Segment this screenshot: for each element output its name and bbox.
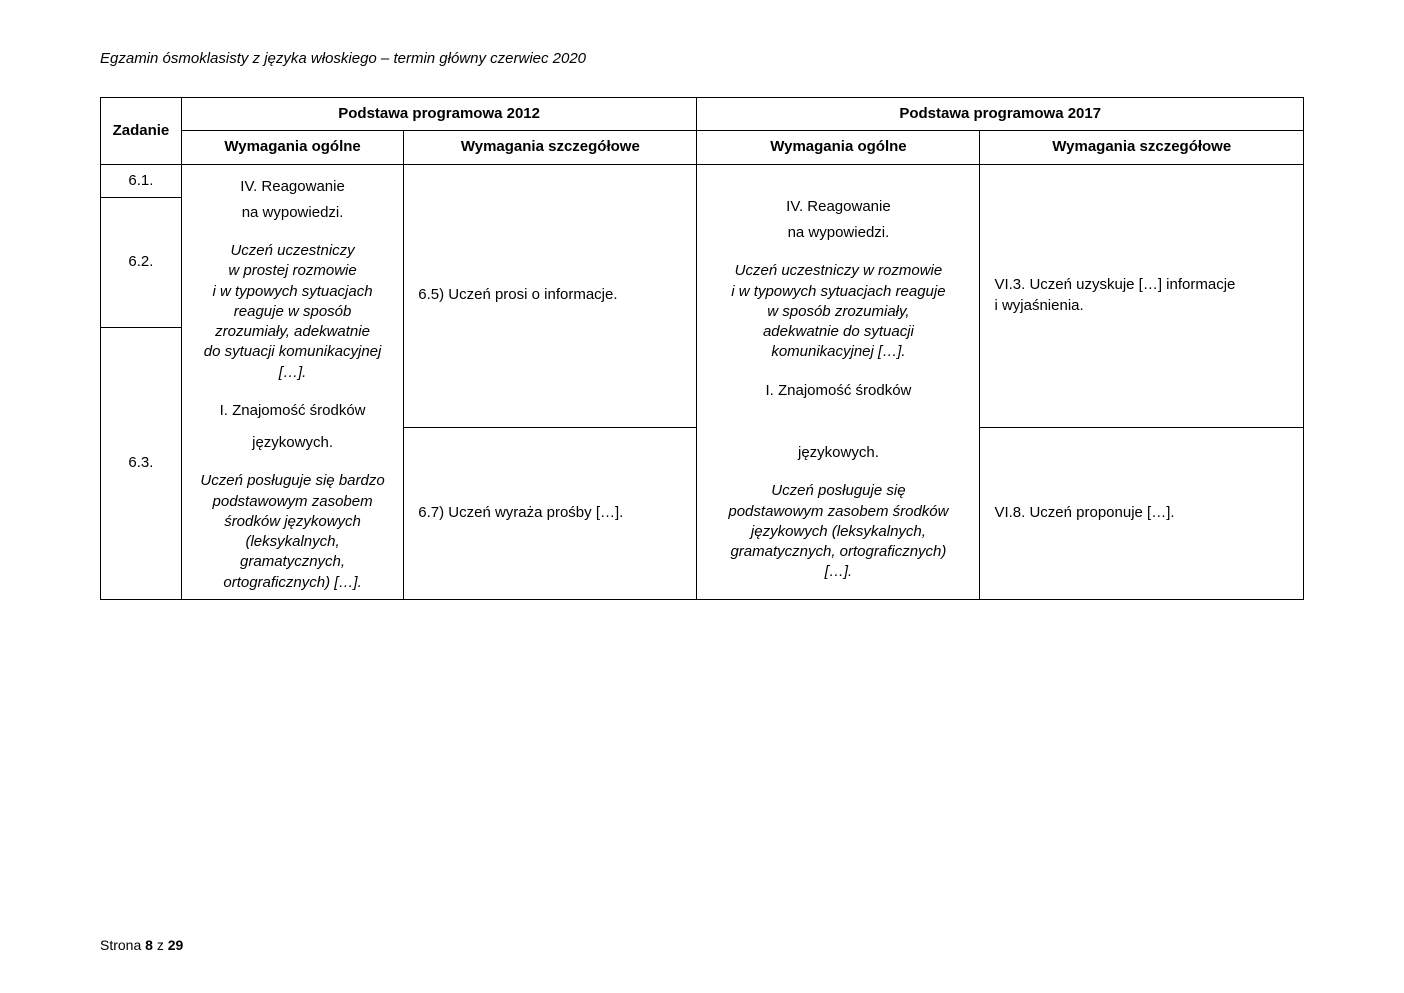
spacer (707, 249, 969, 255)
footer-label: Strona (100, 937, 145, 953)
wo2012-block2-it2: podstawowym zasobem (192, 492, 393, 512)
footer-total: 29 (168, 937, 184, 953)
col-ws2017-header: Wymagania szczegółowe (980, 131, 1304, 164)
ws2012-cell-2: 6.7) Uczeń wyraża prośby […]. (404, 427, 697, 599)
wo2012-block2-it6: ortograficznych) […]. (192, 573, 393, 593)
wo2012-block1-it3: i w typowych sytuacjach (192, 282, 393, 302)
wo2017-block2-it1: Uczeń posługuje się (707, 481, 969, 501)
wo2017-block2-title: I. Znajomość środków (707, 381, 969, 401)
wo2017-block2-it5: […]. (707, 562, 969, 582)
zadanie-cell: 6.2. (101, 197, 182, 327)
wo2012-block2-it5: gramatycznych, (192, 552, 393, 572)
spacer (707, 469, 969, 475)
wo2017-block1-sub: na wypowiedzi. (707, 223, 969, 243)
col-ws2012-header: Wymagania szczegółowe (404, 131, 697, 164)
wo2012-block1-title: IV. Reagowanie (192, 177, 393, 197)
zadanie-cell: 6.1. (101, 164, 182, 197)
wo2012-block1-it2: w prostej rozmowie (192, 261, 393, 281)
table-header-row-2: Wymagania ogólne Wymagania szczegółowe W… (101, 131, 1304, 164)
wo2017-block2-sub: językowych. (707, 443, 969, 463)
wo2017-cell: IV. Reagowanie na wypowiedzi. Uczeń ucze… (697, 164, 980, 427)
col-pp2012-header: Podstawa programowa 2012 (181, 98, 697, 131)
wo2017-block1-it5: komunikacyjnej […]. (707, 342, 969, 362)
wo2012-block2-sub: językowych. (192, 433, 393, 453)
table-row: 6.1. IV. Reagowanie na wypowiedzi. Uczeń… (101, 164, 1304, 197)
wo2012-block1-it5: zrozumiały, adekwatnie (192, 322, 393, 342)
wo2017-block1-it1: Uczeń uczestniczy w rozmowie (707, 261, 969, 281)
ws2017-r61-a: VI.3. Uczeń uzyskuje […] informacje (994, 276, 1235, 293)
wo2012-block1-it7: […]. (192, 363, 393, 383)
col-zadanie-header: Zadanie (101, 98, 182, 165)
ws2017-r61-b: i wyjaśnienia. (994, 297, 1083, 314)
wo2017-block2-it2: podstawowym zasobem środków (707, 502, 969, 522)
wo2017-block1-it2: i w typowych sytuacjach reaguje (707, 282, 969, 302)
wo2012-block1-sub: na wypowiedzi. (192, 203, 393, 223)
col-pp2017-header: Podstawa programowa 2017 (697, 98, 1304, 131)
spacer (192, 389, 393, 395)
wo2012-block1-it4: reaguje w sposób (192, 302, 393, 322)
wo2012-block2-title: I. Znajomość środków (192, 401, 393, 421)
zadanie-cell: 6.3. (101, 327, 182, 599)
wo2012-cell: IV. Reagowanie na wypowiedzi. Uczeń ucze… (181, 164, 403, 427)
ws2012-cell-1: 6.5) Uczeń prosi o informacje. (404, 164, 697, 427)
wo2017-block1-it4: adekwatnie do sytuacji (707, 322, 969, 342)
page-header: Egzamin ósmoklasisty z języka włoskiego … (100, 50, 1304, 67)
wo2012-block2-it3: środków językowych (192, 512, 393, 532)
wo2017-cell-b: językowych. Uczeń posługuje się podstawo… (697, 427, 980, 599)
ws2017-cell-1: VI.3. Uczeń uzyskuje […] informacje i wy… (980, 164, 1304, 427)
requirements-table: Zadanie Podstawa programowa 2012 Podstaw… (100, 97, 1304, 600)
wo2017-block1-it3: w sposób zrozumiały, (707, 302, 969, 322)
col-wo2012-header: Wymagania ogólne (181, 131, 403, 164)
footer-page: 8 (145, 937, 153, 953)
wo2012-block1-it1: Uczeń uczestniczy (192, 241, 393, 261)
table-row: językowych. Uczeń posługuje się bardzo p… (101, 427, 1304, 599)
wo2012-block1-it6: do sytuacji komunikacyjnej (192, 342, 393, 362)
wo2017-block1-title: IV. Reagowanie (707, 197, 969, 217)
col-wo2017-header: Wymagania ogólne (697, 131, 980, 164)
table-header-row-1: Zadanie Podstawa programowa 2012 Podstaw… (101, 98, 1304, 131)
spacer (192, 459, 393, 465)
wo2017-block2-it3: językowych (leksykalnych, (707, 522, 969, 542)
wo2012-block2-it4: (leksykalnych, (192, 532, 393, 552)
wo2017-block2-it4: gramatycznych, ortograficznych) (707, 542, 969, 562)
footer-of: z (153, 937, 168, 953)
spacer (707, 369, 969, 375)
page: Egzamin ósmoklasisty z języka włoskiego … (0, 0, 1404, 993)
ws2017-cell-2: VI.8. Uczeń proponuje […]. (980, 427, 1304, 599)
spacer (192, 229, 393, 235)
wo2012-cell-b: językowych. Uczeń posługuje się bardzo p… (181, 427, 403, 599)
wo2012-block2-it1: Uczeń posługuje się bardzo (192, 471, 393, 491)
page-footer: Strona 8 z 29 (100, 937, 183, 953)
